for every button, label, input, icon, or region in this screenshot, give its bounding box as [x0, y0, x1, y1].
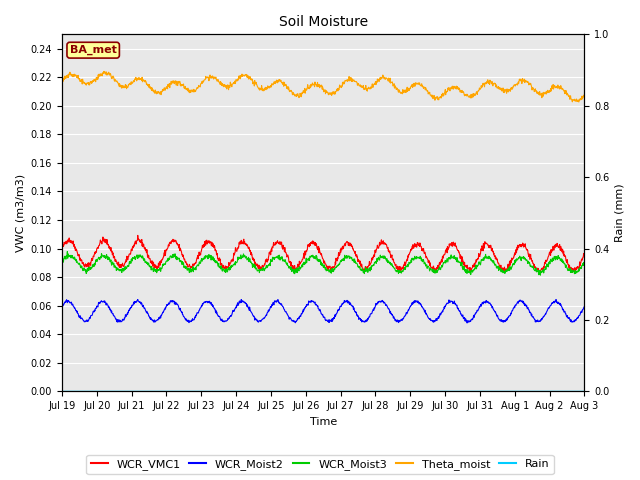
Legend: WCR_VMC1, WCR_Moist2, WCR_Moist3, Theta_moist, Rain: WCR_VMC1, WCR_Moist2, WCR_Moist3, Theta_…: [86, 455, 554, 474]
X-axis label: Time: Time: [310, 417, 337, 427]
Y-axis label: VWC (m3/m3): VWC (m3/m3): [15, 174, 25, 252]
Y-axis label: Rain (mm): Rain (mm): [615, 183, 625, 242]
Title: Soil Moisture: Soil Moisture: [278, 15, 368, 29]
Text: BA_met: BA_met: [70, 45, 116, 55]
